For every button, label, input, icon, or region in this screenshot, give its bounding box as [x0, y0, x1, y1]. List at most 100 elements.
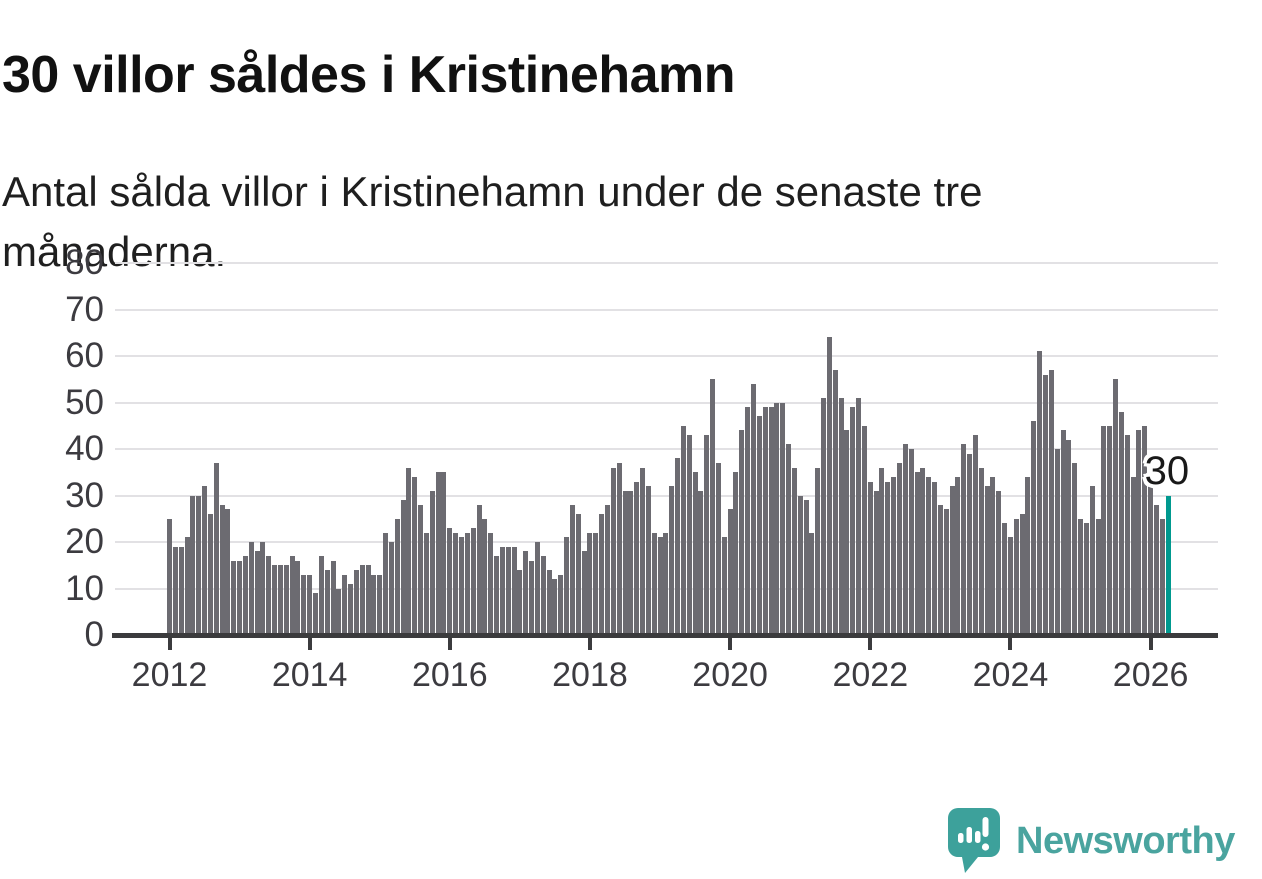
bar — [856, 397, 862, 635]
bar — [242, 555, 248, 635]
gridline — [115, 448, 1218, 450]
bar — [821, 397, 827, 635]
bar — [167, 518, 172, 635]
bar — [365, 565, 371, 635]
bar — [686, 435, 692, 635]
bar — [1159, 518, 1165, 635]
bar — [505, 546, 511, 635]
bar — [318, 555, 324, 635]
bar — [844, 430, 850, 635]
gridline — [115, 355, 1218, 357]
bar — [1060, 430, 1066, 635]
bar — [1054, 449, 1060, 635]
bar — [581, 551, 587, 635]
bar — [295, 560, 301, 635]
bar — [710, 379, 716, 635]
bar — [494, 555, 500, 635]
bar — [634, 481, 640, 635]
bar — [1048, 369, 1054, 635]
bar — [534, 542, 540, 635]
bar — [412, 476, 418, 635]
bar — [406, 467, 412, 635]
bar — [721, 537, 727, 635]
bar — [774, 402, 780, 635]
bar — [499, 546, 505, 635]
bar — [669, 486, 675, 635]
bar — [645, 486, 651, 635]
bar — [196, 495, 202, 635]
bar — [388, 542, 394, 635]
bar — [640, 467, 646, 635]
bar — [564, 537, 570, 635]
bar — [219, 504, 225, 635]
bar — [756, 416, 762, 635]
y-axis-label: 60 — [65, 336, 104, 375]
bar — [207, 514, 213, 635]
bar — [377, 574, 383, 635]
bar — [610, 467, 616, 635]
bar — [663, 532, 669, 635]
bar — [190, 495, 196, 635]
bar — [850, 407, 856, 635]
bar — [470, 528, 476, 635]
y-axis-label: 50 — [65, 382, 104, 422]
bar — [353, 569, 359, 635]
bar — [762, 407, 768, 635]
bar — [727, 509, 733, 635]
bar — [622, 490, 628, 635]
newsworthy-logo[interactable]: Newsworthy — [948, 808, 1235, 874]
x-axis-label: 2024 — [972, 656, 1049, 694]
bar — [797, 495, 803, 635]
x-axis-label: 2012 — [131, 656, 208, 694]
bar — [289, 555, 295, 635]
highlight-bar — [1165, 495, 1171, 635]
bar — [418, 504, 424, 635]
bar — [254, 551, 260, 635]
bar — [751, 383, 756, 635]
bar — [324, 569, 330, 635]
bar — [330, 560, 336, 635]
bar — [926, 476, 932, 635]
x-axis-tick — [447, 637, 452, 650]
bar — [383, 532, 389, 635]
bar — [1148, 481, 1154, 635]
x-axis-label: 2022 — [832, 656, 909, 694]
bar — [599, 514, 605, 635]
bar — [943, 509, 949, 635]
x-axis-tick — [307, 637, 312, 650]
bar — [692, 472, 698, 635]
bar — [1031, 421, 1037, 635]
bar — [202, 486, 208, 635]
bar — [996, 490, 1002, 635]
bar — [1124, 435, 1130, 635]
x-axis-label: 2016 — [411, 656, 488, 694]
bar — [861, 425, 867, 635]
y-axis-label: 30 — [65, 475, 104, 515]
x-axis-label: 2014 — [271, 656, 348, 694]
bar — [1101, 425, 1107, 635]
bar — [1013, 518, 1019, 635]
bar — [1136, 430, 1142, 635]
bar — [552, 579, 558, 635]
bar — [791, 467, 797, 635]
bar — [680, 425, 686, 635]
y-axis-label: 0 — [84, 615, 104, 654]
bar — [1095, 518, 1101, 635]
gridline — [115, 401, 1218, 404]
bar — [529, 560, 535, 635]
bar — [657, 537, 663, 635]
bar — [237, 560, 243, 635]
y-axis-label: 70 — [65, 289, 104, 329]
bar — [558, 574, 564, 635]
x-axis-tick — [587, 637, 592, 650]
bar — [587, 532, 593, 635]
x-axis-label: 2020 — [692, 656, 768, 694]
bar — [575, 514, 581, 635]
bar — [885, 481, 891, 635]
bar — [540, 555, 546, 635]
bar — [990, 476, 996, 635]
bar — [593, 532, 599, 635]
bar — [1130, 476, 1136, 635]
x-axis-tick — [1008, 637, 1013, 650]
bar — [745, 407, 751, 635]
